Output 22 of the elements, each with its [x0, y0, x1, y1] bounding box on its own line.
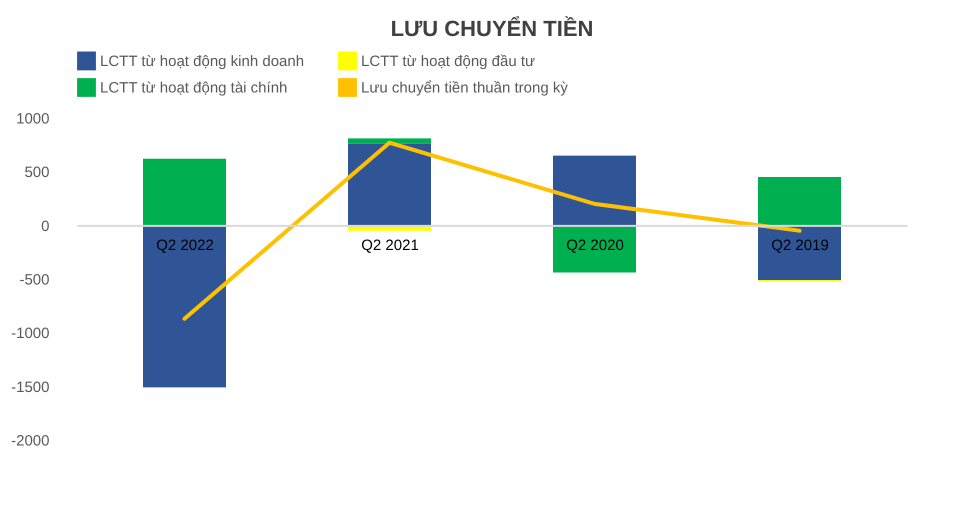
- x-tick-label: Q2 2021: [361, 236, 419, 254]
- legend-label: LCTT từ hoạt động đầu tư: [361, 52, 536, 70]
- bar: [758, 177, 841, 226]
- bar: [143, 158, 226, 226]
- legend-label: LCTT từ hoạt động tài chính: [100, 80, 288, 96]
- bar: [348, 144, 431, 226]
- y-tick-label: 0: [41, 218, 50, 235]
- legend-label: Lưu chuyển tiền thuần trong kỳ: [361, 80, 568, 96]
- chart-title: LƯU CHUYỂN TIỀN: [390, 16, 594, 41]
- y-tick-label: -2000: [11, 432, 50, 450]
- y-tick-label: 500: [24, 164, 50, 182]
- y-tick-label: -1500: [11, 378, 50, 396]
- y-tick-label: 1000: [16, 110, 50, 128]
- y-tick-label: -1000: [11, 325, 50, 342]
- bar: [348, 138, 431, 144]
- y-tick-label: -500: [19, 272, 50, 288]
- x-tick-label: Q2 2019: [771, 236, 829, 254]
- x-tick-label: Q2 2022: [156, 236, 214, 254]
- x-tick-label: Q2 2020: [566, 236, 624, 254]
- bar: [553, 156, 636, 226]
- bar: [143, 225, 226, 388]
- legend-label: LCTT từ hoạt động kinh doanh: [100, 52, 304, 70]
